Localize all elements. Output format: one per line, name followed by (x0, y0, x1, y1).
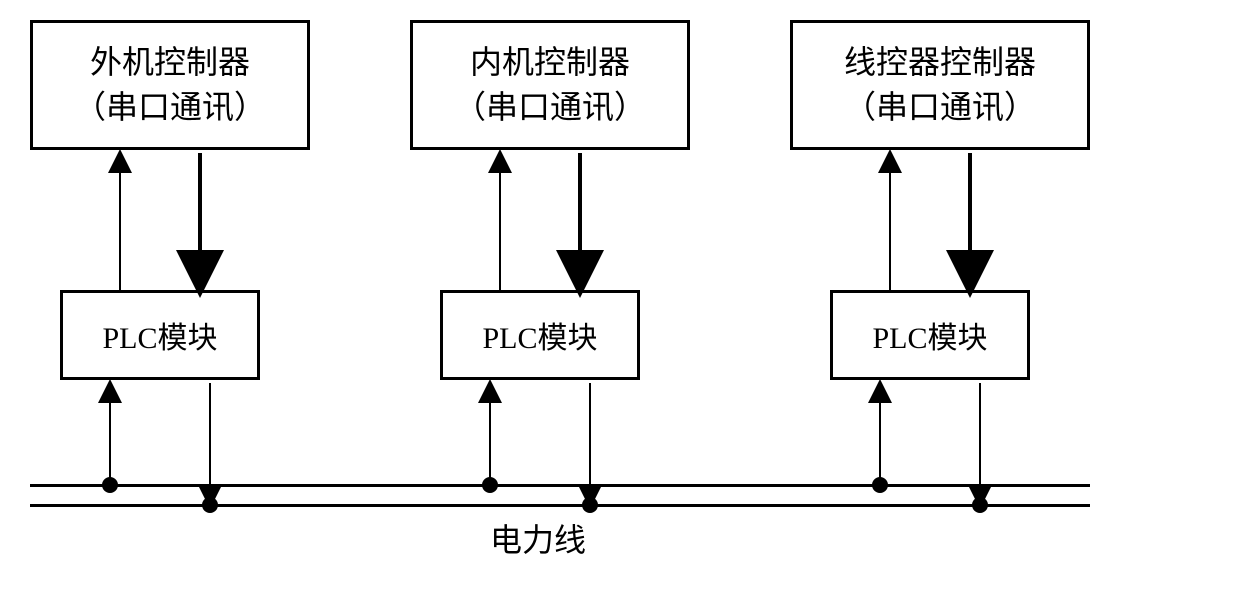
connector-ctrl-plc-0 (0, 0, 1240, 614)
dot-1-left (482, 477, 498, 493)
dot-0-right (202, 497, 218, 513)
dot-0-left (102, 477, 118, 493)
dot-2-left (872, 477, 888, 493)
power-line-label: 电力线 (490, 515, 586, 561)
power-line-1 (30, 484, 1090, 487)
dot-2-right (972, 497, 988, 513)
power-line-2 (30, 504, 1090, 507)
dot-1-right (582, 497, 598, 513)
